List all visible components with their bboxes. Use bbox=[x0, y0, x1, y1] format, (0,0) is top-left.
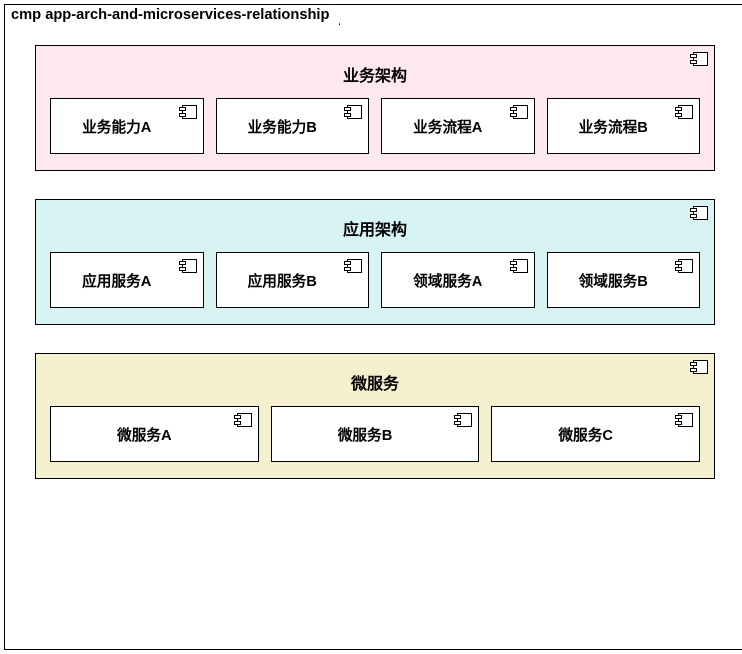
component-label: 应用服务B bbox=[248, 270, 317, 291]
layer-title: 业务架构 bbox=[50, 62, 700, 86]
component-box: 微服务A bbox=[50, 406, 259, 462]
component-icon bbox=[179, 105, 197, 119]
component-label: 微服务A bbox=[117, 424, 172, 445]
component-label: 业务能力A bbox=[82, 116, 151, 137]
component-box: 领域服务A bbox=[381, 252, 535, 308]
component-box: 业务流程A bbox=[381, 98, 535, 154]
component-box: 业务流程B bbox=[547, 98, 701, 154]
layer-title: 应用架构 bbox=[50, 216, 700, 240]
component-label: 业务流程A bbox=[413, 116, 482, 137]
component-icon bbox=[675, 259, 693, 273]
component-icon bbox=[344, 259, 362, 273]
layer-microservice: 微服务微服务A 微服务B 微服务C bbox=[35, 353, 715, 479]
component-icon bbox=[675, 105, 693, 119]
component-row: 微服务A 微服务B 微服务C bbox=[50, 406, 700, 462]
frame-tab: cmp app-arch-and-microservices-relations… bbox=[4, 4, 340, 25]
component-box: 应用服务B bbox=[216, 252, 370, 308]
diagram-frame: cmp app-arch-and-microservices-relations… bbox=[4, 4, 742, 650]
component-icon bbox=[690, 360, 708, 374]
component-label: 业务能力B bbox=[248, 116, 317, 137]
component-icon bbox=[454, 413, 472, 427]
component-icon bbox=[510, 259, 528, 273]
component-icon bbox=[179, 259, 197, 273]
layer-business: 业务架构业务能力A 业务能力B 业务流程A 业务流程B bbox=[35, 45, 715, 171]
component-icon bbox=[344, 105, 362, 119]
component-label: 微服务B bbox=[338, 424, 393, 445]
component-icon bbox=[510, 105, 528, 119]
component-icon bbox=[234, 413, 252, 427]
component-icon bbox=[690, 52, 708, 66]
component-label: 业务流程B bbox=[579, 116, 648, 137]
layer-application: 应用架构应用服务A 应用服务B 领域服务A 领域服务B bbox=[35, 199, 715, 325]
component-box: 应用服务A bbox=[50, 252, 204, 308]
component-icon bbox=[690, 206, 708, 220]
component-label: 领域服务B bbox=[579, 270, 648, 291]
component-label: 应用服务A bbox=[82, 270, 151, 291]
component-label: 领域服务A bbox=[413, 270, 482, 291]
layer-title: 微服务 bbox=[50, 370, 700, 394]
frame-tab-label: cmp app-arch-and-microservices-relations… bbox=[11, 7, 329, 23]
component-label: 微服务C bbox=[558, 424, 613, 445]
component-box: 业务能力A bbox=[50, 98, 204, 154]
component-box: 领域服务B bbox=[547, 252, 701, 308]
component-box: 微服务C bbox=[491, 406, 700, 462]
component-box: 业务能力B bbox=[216, 98, 370, 154]
component-row: 业务能力A 业务能力B 业务流程A 业务流程B bbox=[50, 98, 700, 154]
component-icon bbox=[675, 413, 693, 427]
component-row: 应用服务A 应用服务B 领域服务A 领域服务B bbox=[50, 252, 700, 308]
frame-body: 业务架构业务能力A 业务能力B 业务流程A 业务流程B 应用架构应用服务A 应用服务B 领域… bbox=[5, 5, 742, 499]
component-box: 微服务B bbox=[271, 406, 480, 462]
